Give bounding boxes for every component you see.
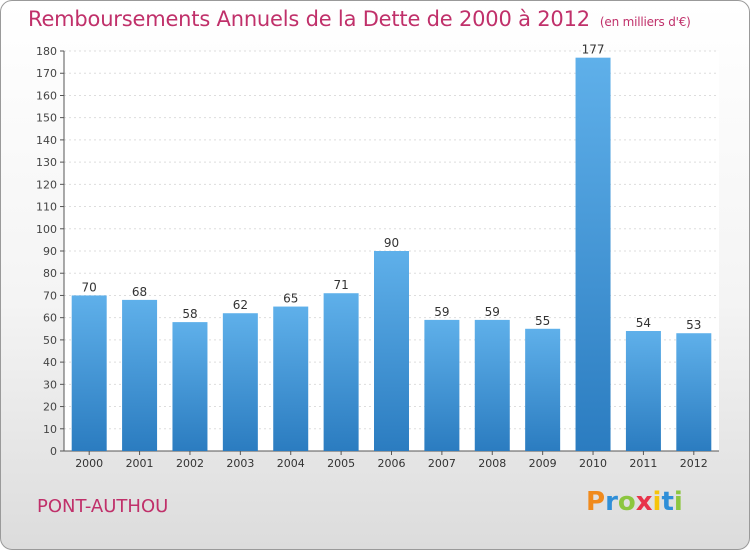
- y-tick-label: 20: [43, 401, 57, 414]
- data-label: 71: [333, 278, 348, 292]
- data-label: 53: [686, 318, 701, 332]
- y-tick-label: 100: [36, 223, 57, 236]
- bar: [71, 295, 107, 451]
- y-tick-label: 10: [43, 423, 57, 436]
- x-tick-label: 2008: [478, 457, 506, 470]
- bar: [625, 331, 661, 451]
- data-label: 177: [582, 43, 605, 57]
- logo-letter: i: [652, 487, 662, 517]
- x-tick-label: 2003: [226, 457, 254, 470]
- bar: [374, 251, 409, 451]
- data-label: 90: [384, 236, 399, 250]
- y-tick-label: 90: [43, 245, 57, 258]
- logo-letter: i: [673, 487, 683, 517]
- y-tick-label: 110: [36, 201, 57, 214]
- chart-title: Remboursements Annuels de la Dette de 20…: [28, 7, 691, 31]
- y-tick-label: 50: [43, 334, 57, 347]
- bar: [323, 293, 359, 451]
- commune-name: PONT-AUTHOU: [37, 496, 169, 517]
- x-tick-label: 2006: [378, 457, 406, 470]
- data-label: 59: [485, 305, 500, 319]
- y-tick-label: 170: [36, 67, 57, 80]
- proxiti-logo: Proxiti: [586, 487, 683, 517]
- logo-letter: x: [635, 487, 653, 517]
- bar: [273, 306, 309, 451]
- bar: [424, 319, 460, 451]
- bar: [676, 333, 712, 451]
- data-label: 54: [636, 316, 651, 330]
- bar: [172, 322, 208, 451]
- data-label: 55: [535, 314, 550, 328]
- chart-subtitle: (en milliers d'€): [599, 15, 691, 29]
- x-tick-label: 2012: [680, 457, 708, 470]
- y-tick-label: 120: [36, 178, 57, 191]
- x-tick-label: 2002: [176, 457, 204, 470]
- y-tick-label: 40: [43, 356, 57, 369]
- x-tick-label: 2001: [126, 457, 154, 470]
- x-tick-label: 2000: [75, 457, 103, 470]
- y-tick-label: 30: [43, 378, 57, 391]
- logo-letter: t: [661, 487, 674, 517]
- chart-title-text: Remboursements Annuels de la Dette de 20…: [28, 7, 590, 31]
- bar: [474, 319, 510, 451]
- logo-letter: o: [617, 487, 636, 517]
- data-label: 62: [233, 298, 248, 312]
- y-tick-label: 160: [36, 89, 57, 102]
- x-tick-label: 2011: [629, 457, 657, 470]
- x-tick-label: 2009: [529, 457, 557, 470]
- logo-letter: r: [605, 487, 618, 517]
- bar: [122, 299, 158, 451]
- data-label: 59: [434, 305, 449, 319]
- data-label: 65: [283, 292, 298, 306]
- data-label: 58: [182, 307, 197, 321]
- x-tick-label: 2010: [579, 457, 607, 470]
- y-tick-label: 150: [36, 112, 57, 125]
- y-tick-label: 80: [43, 267, 57, 280]
- y-tick-label: 180: [36, 45, 57, 58]
- bar: [575, 57, 611, 452]
- data-label: 68: [132, 285, 147, 299]
- data-label: 70: [82, 280, 97, 294]
- bar: [222, 313, 258, 451]
- x-tick-label: 2007: [428, 457, 456, 470]
- y-tick-label: 60: [43, 312, 57, 325]
- y-tick-label: 140: [36, 134, 57, 147]
- y-tick-label: 0: [50, 445, 57, 458]
- logo-letter: P: [586, 487, 606, 517]
- y-tick-label: 70: [43, 289, 57, 302]
- y-tick-label: 130: [36, 156, 57, 169]
- bar: [525, 328, 561, 451]
- x-tick-label: 2004: [277, 457, 305, 470]
- x-tick-label: 2005: [327, 457, 355, 470]
